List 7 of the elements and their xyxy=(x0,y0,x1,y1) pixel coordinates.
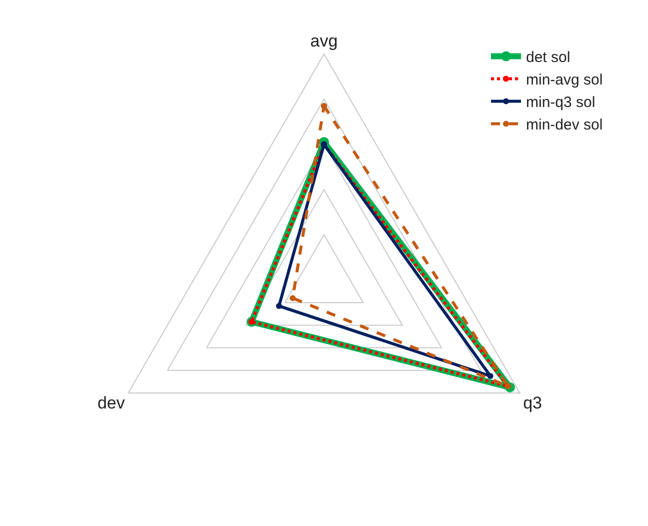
legend-label: min-dev sol xyxy=(526,116,603,134)
legend-label: min-avg sol xyxy=(526,72,603,89)
spoke-label: avg xyxy=(310,32,338,51)
spoke-label: q3 xyxy=(523,394,542,413)
legend-label: det sol xyxy=(526,49,570,66)
legend-label: min-q3 sol xyxy=(526,94,596,112)
spoke-label: dev xyxy=(97,394,126,413)
